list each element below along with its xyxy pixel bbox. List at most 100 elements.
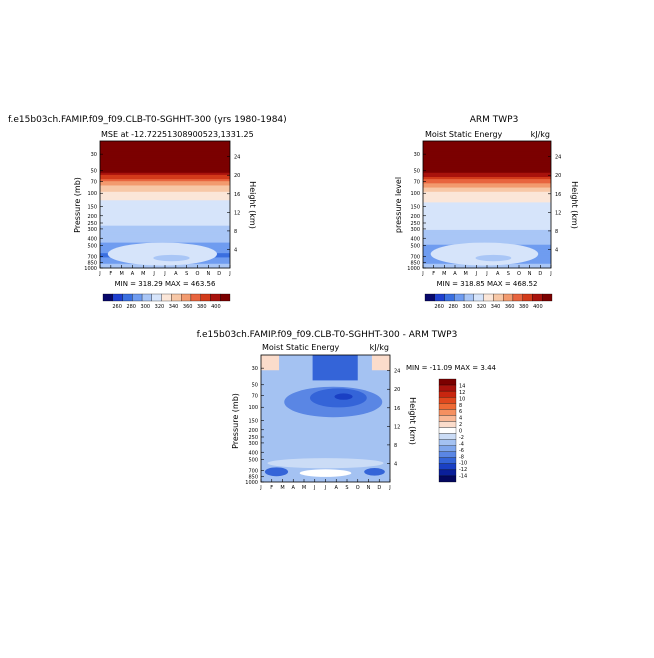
bottom-y-tick-label: 250 [248,435,258,441]
left-band [100,193,230,197]
right-band [423,208,551,212]
right-x-tick-label: J [485,271,487,277]
right-band [423,183,551,186]
right-colorbar-swatch [512,293,523,302]
bottom-y-label: Pressure (mb) [231,393,240,449]
bottom-y-tick-label: 1000 [245,480,258,486]
bottom-colorbar-swatch [438,469,457,477]
left-band [100,225,230,229]
right-band [423,141,551,144]
bottom-y-tick-label: 70 [252,394,258,400]
left-band [100,155,230,159]
right-band [423,179,551,182]
right-y2-tick-label: 12 [555,210,561,216]
right-band [423,153,551,157]
right-band [423,240,551,244]
bottom-plot-area: J F M A M J J A S O N D J305070100150200250300400500… [245,354,400,491]
left-band [100,160,230,163]
right-min-region [430,242,539,266]
left-colorbar-swatch [122,293,133,302]
bottom-upper-right-warm [371,355,390,371]
bottom-colorbar-swatch [438,415,457,422]
right-y-tick-label: 100 [410,191,420,197]
right-band [423,234,551,237]
left-band [100,232,230,235]
right-colorbar-swatch [483,293,494,302]
left-band [100,147,230,150]
left-y-tick-label: 150 [87,204,97,210]
right-band [423,143,551,146]
left-y-tick-label: 400 [87,236,97,242]
right-colorbar-swatch [424,293,435,302]
right-y2-tick-label: 16 [555,192,561,198]
bottom-x-tick-label: M [280,485,284,491]
bottom-colorbar-swatch [438,384,457,392]
left-band [100,240,230,244]
bottom-y-tick-label: 30 [252,366,258,372]
bottom-colorbar-label: 6 [459,409,462,415]
left-colorbar-swatch [220,293,231,302]
bottom-x-tick-label: J [313,485,315,491]
right-colorbar-swatch [454,293,465,302]
left-y2-tick-label: 4 [234,247,237,253]
left-colorbar-swatch [190,293,201,302]
left-band [100,217,230,220]
left-band [100,176,230,180]
bottom-y2-tick-label: 8 [394,443,397,449]
right-y-tick-label: 300 [410,227,420,233]
left-y-tick-label: 70 [91,180,97,186]
right-colorbar-swatch [493,293,504,302]
left-y-tick-label: 30 [91,152,97,158]
left-band [100,234,230,237]
right-colorbar-label: 400 [533,304,543,310]
left-band [100,141,230,144]
bottom-y-tick-label: 50 [252,383,258,389]
left-colorbar-swatch [102,293,113,302]
left-band [100,145,230,148]
left-band [100,143,230,146]
bottom-mid-band [261,420,390,453]
right-band [423,223,551,227]
right-band [423,147,551,150]
left-colorbar-label: 320 [155,304,165,310]
left-min-region [107,242,217,266]
left-colorbar-label: 400 [211,304,221,310]
right-colorbar-swatch [503,293,514,302]
left-colorbar-label: 280 [126,304,136,310]
bottom-colorbar-swatch [438,463,457,471]
bottom-y2-label: Height (km) [408,397,417,445]
bottom-y-tick-label: 100 [248,405,258,411]
left-x-tick-label: F [109,271,112,277]
right-subtitle: Moist Static Energy [425,130,503,139]
right-title: ARM TWP3 [470,115,519,125]
left-band [100,149,230,153]
right-y-tick-label: 250 [410,221,420,227]
left-colorbar-label: 360 [183,304,193,310]
bottom-y-tick-label: 300 [248,441,258,447]
left-band [100,227,230,231]
bottom-x-tick-label: D [377,485,381,491]
left-y2-tick-label: 24 [234,155,240,161]
right-colorbar-label: 280 [448,304,458,310]
right-y2-tick-label: 24 [555,155,561,161]
bottom-upper-left-warm [261,355,280,371]
bottom-x-tick-label: J [324,485,326,491]
bottom-colorbar-swatch [438,403,457,410]
right-x-tick-label: J [421,271,423,277]
right-colorbar-label: 320 [477,304,487,310]
bottom-low-neg-right [364,467,385,476]
right-x-tick-label: N [528,271,532,277]
left-y2-tick-label: 12 [234,210,240,216]
left-band [100,202,230,205]
left-band [100,198,230,201]
right-colorbar-swatch [542,293,553,302]
right-colorbar-swatch [463,293,474,302]
left-band [100,221,230,225]
left-y2-tick-label: 8 [234,229,237,235]
left-band [100,157,230,161]
right-y-tick-label: 30 [414,152,420,158]
bottom-colorbar-label: -12 [459,467,467,473]
